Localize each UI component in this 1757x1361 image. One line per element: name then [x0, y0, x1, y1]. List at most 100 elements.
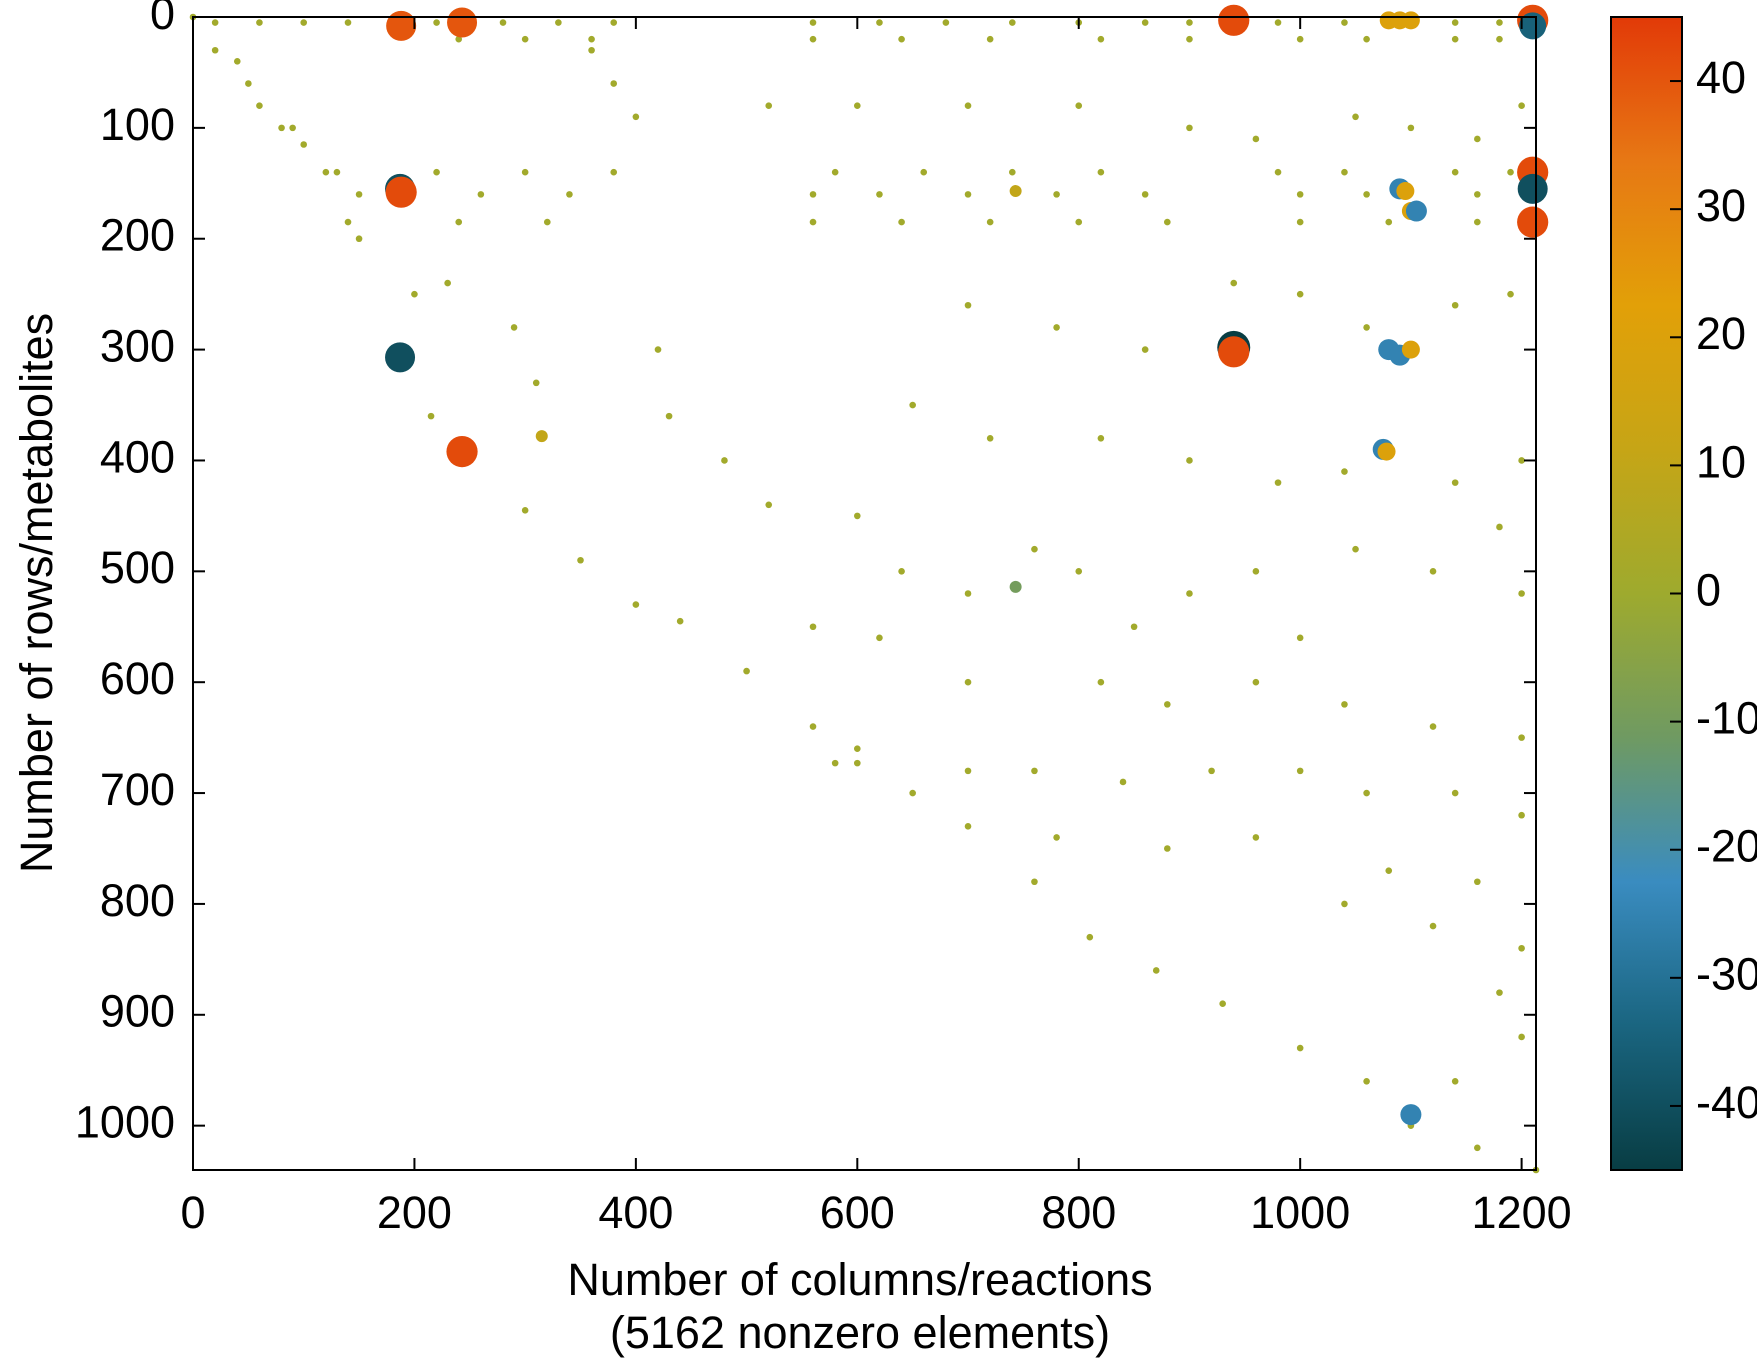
data-point [1474, 191, 1481, 198]
data-point [1363, 324, 1370, 331]
data-point [1474, 218, 1481, 226]
data-point [898, 218, 905, 226]
data-point [1009, 185, 1022, 198]
data-point [1186, 590, 1193, 597]
data-point [1451, 301, 1459, 309]
data-point [920, 168, 928, 176]
data-point [1141, 191, 1149, 198]
data-point [233, 58, 241, 65]
data-point [610, 80, 618, 87]
colorbar-tick-label: 40 [1696, 52, 1746, 103]
data-point [386, 10, 417, 41]
data-point [1507, 290, 1514, 298]
data-point [765, 501, 773, 509]
data-point [1075, 102, 1083, 109]
data-point [1341, 19, 1348, 26]
data-point [1296, 218, 1304, 226]
y-axis-title: Number of rows/metabolites [11, 313, 62, 873]
data-point [1031, 767, 1038, 775]
data-point [1164, 701, 1171, 708]
data-point [1363, 35, 1370, 43]
data-point [1075, 218, 1083, 226]
y-tick-label: 0 [150, 0, 175, 39]
data-point [588, 46, 595, 54]
data-point [1296, 35, 1304, 43]
data-point [1252, 135, 1260, 143]
data-point [876, 634, 883, 642]
data-point [1401, 340, 1420, 359]
data-point [1097, 434, 1105, 442]
data-point [964, 301, 972, 309]
data-point [433, 19, 440, 26]
data-point [831, 759, 839, 767]
data-point [986, 434, 994, 442]
x-tick-label: 0 [180, 1187, 205, 1238]
data-point [1097, 678, 1105, 686]
data-point [1517, 173, 1548, 204]
x-tick-label: 800 [1041, 1187, 1116, 1238]
data-point [1252, 834, 1260, 841]
data-point [809, 35, 817, 43]
data-point [433, 168, 440, 176]
data-point [510, 324, 518, 331]
data-point [555, 19, 562, 26]
data-point [1451, 1078, 1459, 1085]
data-point [1274, 479, 1282, 486]
data-point [1009, 580, 1022, 593]
data-point [1451, 35, 1459, 43]
data-point [1009, 19, 1016, 26]
colorbar-tick-label: 30 [1696, 180, 1746, 231]
data-point [1164, 845, 1171, 852]
data-point [610, 19, 618, 26]
data-point [411, 290, 418, 298]
data-point [344, 19, 352, 26]
data-point [278, 124, 285, 132]
x-axis-title: Number of columns/reactions [567, 1254, 1152, 1305]
data-point [355, 235, 363, 243]
data-point [1130, 623, 1138, 631]
data-point [1186, 124, 1193, 132]
data-point [1474, 1144, 1481, 1152]
y-tick-label: 600 [100, 653, 175, 704]
y-tick-label: 900 [100, 986, 175, 1037]
y-tick-label: 400 [100, 431, 175, 482]
y-tick-label: 200 [100, 210, 175, 261]
data-point [964, 767, 972, 775]
data-point [1097, 35, 1105, 43]
data-point [1141, 346, 1149, 353]
data-point [909, 789, 916, 797]
data-point [986, 35, 994, 43]
data-point [898, 568, 905, 575]
data-point [1474, 135, 1481, 143]
data-point [1518, 944, 1525, 952]
data-point [1385, 218, 1393, 226]
data-point [1352, 545, 1359, 553]
data-point [854, 512, 861, 520]
data-point [535, 430, 548, 443]
data-point [1496, 989, 1503, 996]
data-point [1341, 168, 1348, 176]
data-point [1164, 218, 1171, 226]
data-point [964, 823, 972, 830]
data-point [1496, 19, 1503, 26]
colorbar-tick-label: 20 [1696, 308, 1746, 359]
data-point [300, 19, 308, 26]
colorbar-tick-label: -30 [1696, 949, 1757, 1000]
data-point [1517, 206, 1549, 238]
x-tick-label: 1200 [1472, 1187, 1572, 1238]
data-point [1141, 19, 1149, 26]
data-point [1053, 834, 1060, 841]
colorbar-tick-label: -40 [1696, 1077, 1757, 1128]
data-point [1274, 168, 1282, 176]
data-point [1186, 457, 1193, 464]
y-tick-label: 700 [100, 764, 175, 815]
data-point [1252, 568, 1260, 575]
data-point [654, 346, 662, 353]
data-point [1518, 811, 1525, 819]
data-point [1341, 900, 1348, 908]
data-point [1219, 1000, 1226, 1008]
data-point [1296, 767, 1304, 775]
data-point [1385, 867, 1393, 874]
data-point [809, 218, 817, 226]
data-point [499, 19, 507, 26]
